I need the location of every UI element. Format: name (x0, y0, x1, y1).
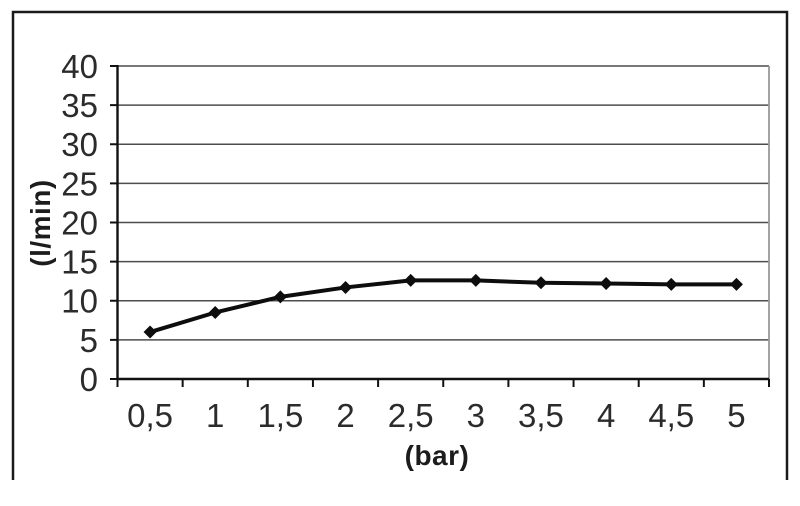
y-tick-label: 30 (61, 126, 98, 163)
x-tick-label: 2,5 (388, 397, 434, 434)
y-tick-label: 10 (61, 283, 98, 320)
x-tick-label: 4,5 (648, 397, 694, 434)
x-tick-label: 3,5 (518, 397, 564, 434)
data-point-marker (208, 305, 222, 319)
y-axis-title: (l/min) (25, 179, 56, 267)
x-tick-label: 2 (336, 397, 354, 434)
data-line (148, 278, 739, 335)
data-point-marker (273, 290, 287, 304)
y-tick-label: 35 (61, 87, 98, 124)
data-point-marker (729, 277, 743, 291)
data-point-marker (664, 277, 678, 291)
x-tick-label: 1 (206, 397, 224, 434)
data-point-marker (599, 277, 613, 291)
x-axis-title: (bar) (404, 440, 470, 471)
x-tick-label: 3 (467, 397, 485, 434)
x-tick-label: 5 (727, 397, 745, 434)
y-tick-label: 25 (61, 165, 98, 202)
x-tick-label: 4 (597, 397, 615, 434)
x-tick-label: 1,5 (257, 397, 303, 434)
data-point-marker (143, 325, 157, 339)
x-tick-label: 0,5 (127, 397, 173, 434)
data-point-marker (339, 280, 353, 294)
data-point-marker (469, 273, 483, 287)
y-tick-label: 20 (61, 204, 98, 241)
y-tick-label: 40 (61, 48, 98, 85)
data-point-marker (534, 276, 548, 290)
y-tick-label: 5 (80, 322, 98, 359)
y-tick-label: 15 (61, 244, 98, 281)
data-point-marker (404, 273, 418, 287)
chart-outer-border (11, 10, 789, 480)
y-tick-label: 0 (80, 361, 98, 398)
